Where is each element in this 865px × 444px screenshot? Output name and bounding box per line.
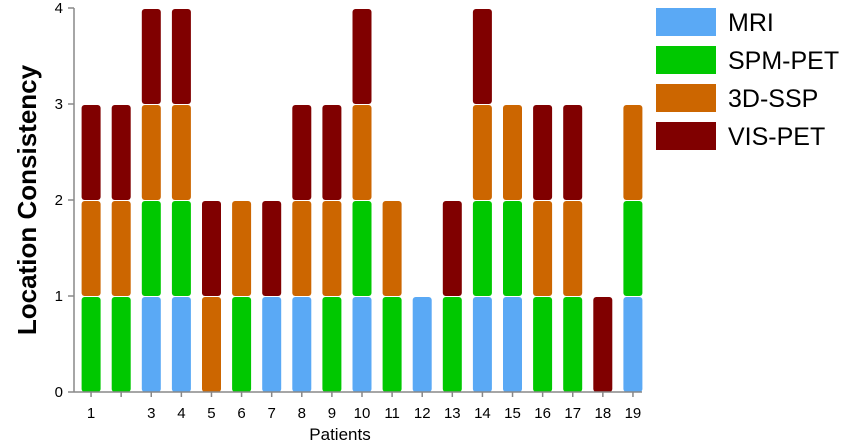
bar-3d-ssp-patient-17 bbox=[563, 201, 583, 296]
x-tick-label: 6 bbox=[237, 405, 245, 422]
x-tick-label: 16 bbox=[534, 405, 551, 422]
bar-spm-pet-patient-11 bbox=[382, 297, 402, 392]
bar-3d-ssp-patient-16 bbox=[533, 201, 553, 296]
x-tick-label: 5 bbox=[207, 405, 215, 422]
bar-3d-ssp-patient-6 bbox=[232, 201, 252, 296]
bar-spm-pet-patient-1 bbox=[81, 297, 101, 392]
bar-mri-patient-15 bbox=[503, 297, 522, 392]
bar-3d-ssp-patient-10 bbox=[352, 105, 372, 200]
bar-vis-pet-patient-17 bbox=[563, 105, 583, 200]
x-tick-label: 13 bbox=[444, 405, 461, 422]
bar-spm-pet-patient-14 bbox=[472, 201, 492, 296]
bar-vis-pet-patient-14 bbox=[472, 9, 492, 104]
legend-swatch-3d-ssp bbox=[656, 84, 716, 112]
legend-label: SPM-PET bbox=[728, 47, 839, 75]
bar-vis-pet-patient-4 bbox=[171, 9, 191, 104]
bar-3d-ssp-patient-2 bbox=[111, 201, 131, 296]
bar-mri-patient-7 bbox=[262, 297, 282, 392]
y-tick-label: 2 bbox=[55, 192, 63, 209]
x-tick-label: 15 bbox=[504, 405, 521, 422]
bar-vis-pet-patient-16 bbox=[533, 105, 553, 200]
x-tick-label: 7 bbox=[268, 405, 276, 422]
x-axis-label: Patients bbox=[309, 425, 370, 444]
y-tick-label: 4 bbox=[55, 0, 63, 17]
bar-vis-pet-patient-1 bbox=[81, 105, 101, 200]
legend: MRI SPM-PET 3D-SSP VIS-PET bbox=[656, 8, 839, 151]
bar-3d-ssp-patient-19 bbox=[623, 105, 643, 200]
bar-spm-pet-patient-6 bbox=[232, 297, 252, 392]
legend-label: VIS-PET bbox=[728, 123, 825, 151]
y-tick-label: 0 bbox=[55, 384, 63, 401]
y-tick-label: 1 bbox=[55, 288, 63, 305]
bar-spm-pet-patient-19 bbox=[623, 201, 643, 296]
bar-vis-pet-patient-8 bbox=[292, 105, 312, 200]
bar-3d-ssp-patient-9 bbox=[322, 201, 342, 296]
bar-3d-ssp-patient-11 bbox=[382, 201, 402, 296]
bar-spm-pet-patient-17 bbox=[563, 297, 583, 392]
bar-vis-pet-patient-2 bbox=[111, 105, 131, 200]
bar-mri-patient-10 bbox=[352, 297, 372, 392]
bar-vis-pet-patient-18 bbox=[593, 297, 613, 392]
bar-vis-pet-patient-3 bbox=[141, 9, 161, 104]
bar-mri-patient-4 bbox=[171, 297, 191, 392]
legend-swatch-vis-pet bbox=[656, 122, 716, 150]
bar-mri-patient-8 bbox=[292, 297, 312, 392]
bar-vis-pet-patient-7 bbox=[262, 201, 282, 296]
x-tick-label: 11 bbox=[384, 405, 400, 422]
bar-spm-pet-patient-9 bbox=[322, 297, 342, 392]
bar-vis-pet-patient-5 bbox=[202, 201, 221, 296]
bar-mri-patient-3 bbox=[141, 297, 161, 392]
bar-spm-pet-patient-10 bbox=[352, 201, 372, 296]
bar-3d-ssp-patient-14 bbox=[472, 105, 492, 200]
bar-3d-ssp-patient-3 bbox=[141, 105, 161, 200]
bar-mri-patient-14 bbox=[472, 297, 492, 392]
bar-spm-pet-patient-16 bbox=[533, 297, 553, 392]
y-tick-label: 3 bbox=[55, 96, 63, 113]
bar-vis-pet-patient-9 bbox=[322, 105, 342, 200]
x-tick-label: 10 bbox=[354, 405, 371, 422]
bar-spm-pet-patient-13 bbox=[442, 297, 462, 392]
y-ticks: 0 1 2 3 4 bbox=[55, 0, 74, 401]
x-tick-label: 4 bbox=[177, 405, 185, 422]
bar-mri-patient-19 bbox=[623, 297, 643, 392]
x-tick-label: 12 bbox=[414, 405, 431, 422]
bar-spm-pet-patient-3 bbox=[141, 201, 161, 296]
legend-label: MRI bbox=[728, 9, 774, 37]
legend-label: 3D-SSP bbox=[728, 85, 818, 113]
bar-3d-ssp-patient-4 bbox=[171, 105, 191, 200]
bar-3d-ssp-patient-5 bbox=[202, 297, 221, 392]
bar-spm-pet-patient-15 bbox=[503, 201, 522, 296]
bar-vis-pet-patient-13 bbox=[442, 201, 462, 296]
bar-3d-ssp-patient-1 bbox=[81, 201, 101, 296]
x-tick-label: 3 bbox=[147, 405, 155, 422]
bar-vis-pet-patient-10 bbox=[352, 9, 372, 104]
legend-swatch-mri bbox=[656, 8, 716, 36]
y-axis-label: Location Consistency bbox=[12, 64, 42, 335]
x-tick-label: 19 bbox=[625, 405, 642, 422]
x-tick-label: 18 bbox=[594, 405, 611, 422]
x-tick-label: 9 bbox=[328, 405, 336, 422]
x-tick-label: 14 bbox=[474, 405, 491, 422]
x-tick-label: 1 bbox=[87, 405, 95, 422]
x-tick-label: 8 bbox=[298, 405, 306, 422]
bar-mri-patient-12 bbox=[412, 297, 432, 392]
bar-spm-pet-patient-2 bbox=[111, 297, 131, 392]
bars bbox=[81, 9, 643, 392]
x-tick-label: 17 bbox=[564, 405, 581, 422]
x-ticks: 1 3 4 5 6 7 8 9 10 11 12 13 14 15 16 17 18 19 bbox=[87, 392, 641, 422]
bar-3d-ssp-patient-15 bbox=[503, 105, 522, 200]
bar-3d-ssp-patient-8 bbox=[292, 201, 312, 296]
legend-swatch-spm-pet bbox=[656, 46, 716, 74]
bar-spm-pet-patient-4 bbox=[171, 201, 191, 296]
